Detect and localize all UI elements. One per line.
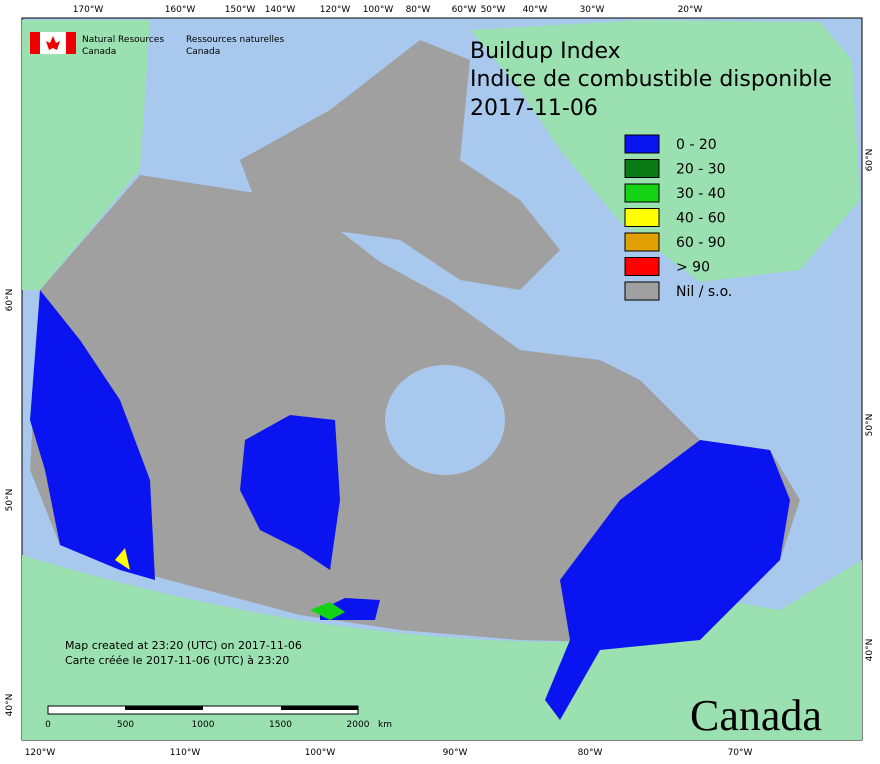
agency-en: Natural Resources [82, 35, 164, 45]
lon-label: 80°W [406, 5, 431, 15]
title: Buildup Index [470, 39, 621, 64]
lat-label: 60°N [865, 149, 875, 172]
legend-label: 40 - 60 [676, 211, 726, 227]
lat-label: 40°N [5, 694, 15, 717]
lat-label: 40°N [865, 639, 875, 662]
legend-label: Nil / s.o. [676, 284, 732, 300]
scale-label: 2000 [347, 720, 370, 730]
east-zone [545, 440, 790, 720]
lon-label: 80°W [578, 748, 603, 758]
lon-label: 120°W [25, 748, 56, 758]
lon-label: 100°W [305, 748, 336, 758]
wordmark: Canada [690, 691, 822, 740]
scale-seg [125, 706, 203, 710]
hudson-bay [385, 365, 505, 475]
agency-en: Canada [82, 47, 116, 57]
date: 2017-11-06 [470, 96, 598, 121]
agency-fr: Ressources naturelles [186, 35, 285, 45]
scale-seg [281, 706, 358, 710]
legend-swatch [624, 257, 660, 276]
legend-swatch [624, 232, 660, 252]
yellow-patch [115, 548, 130, 570]
scale-unit: km [378, 720, 392, 730]
lon-label: 70°W [728, 748, 753, 758]
lon-label: 90°W [443, 748, 468, 758]
scale-label: 0 [45, 720, 51, 730]
maple-leaf [46, 36, 60, 50]
footer: Map created at 23:20 (UTC) on 2017-11-06 [65, 639, 302, 652]
scale-label: 500 [117, 720, 134, 730]
prairie-zone [240, 415, 340, 570]
legend-swatch [624, 281, 660, 301]
legend-swatch [624, 183, 660, 203]
lon-label: 150°W [225, 5, 256, 15]
flag-bar [66, 32, 76, 54]
legend-label: 0 - 20 [676, 137, 717, 153]
lat-label: 60°N [5, 289, 15, 312]
lon-label: 160°W [165, 5, 196, 15]
legend-label: 30 - 40 [676, 186, 726, 202]
scale-label: 1000 [192, 720, 215, 730]
lon-label: 100°W [363, 5, 394, 15]
legend-swatch [624, 159, 660, 178]
green-patch [310, 602, 345, 620]
bc-zone [30, 290, 155, 580]
legend-label: 60 - 90 [676, 235, 726, 251]
lon-label: 110°W [170, 748, 201, 758]
legend-label: > 90 [676, 260, 710, 276]
agency-fr: Canada [186, 47, 220, 57]
scale-label: 1500 [269, 720, 292, 730]
lon-label: 120°W [320, 5, 351, 15]
lon-label: 140°W [265, 5, 296, 15]
greenland [470, 20, 860, 282]
arctic-islands [240, 40, 560, 290]
lon-label: 170°W [73, 5, 104, 15]
footer: Carte créée le 2017-11-06 (UTC) à 23:20 [65, 654, 289, 667]
lat-label: 50°N [5, 489, 15, 512]
flag-bar [30, 32, 40, 54]
legend-label: 20 - 30 [676, 162, 726, 178]
usa [22, 555, 862, 740]
lon-label: 50°W [481, 5, 506, 15]
lon-label: 40°W [523, 5, 548, 15]
lon-label: 20°W [678, 5, 703, 15]
alaska [22, 20, 150, 290]
lon-label: 60°W [452, 5, 477, 15]
legend-swatch [624, 208, 660, 227]
legend-swatch [624, 134, 660, 154]
lon-label: 30°W [580, 5, 605, 15]
subtitle: Indice de combustible disponible [470, 67, 832, 92]
lat-label: 50°N [865, 414, 875, 437]
